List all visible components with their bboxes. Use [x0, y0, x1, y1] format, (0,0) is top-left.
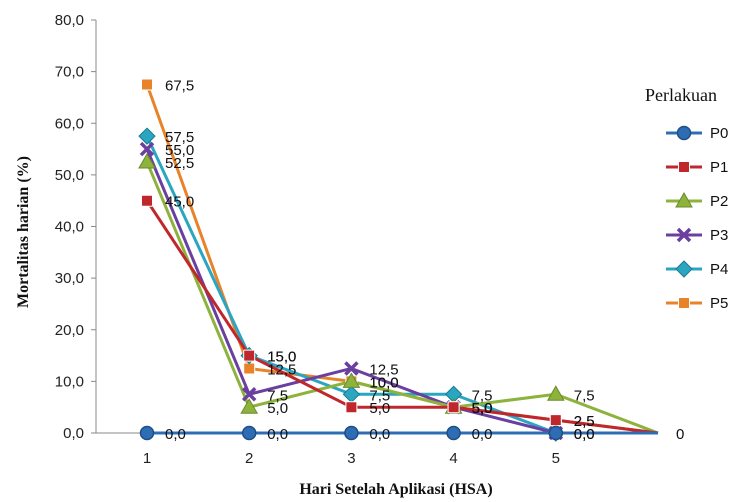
data-label-p1: 5,0 [369, 400, 390, 417]
x-tick-labels: 1 2 3 4 5 [143, 450, 560, 467]
y-tick-labels: 0,0 10,0 20,0 30,0 40,0 50,0 60,0 70,0 80,0 [55, 12, 84, 442]
data-label-p3: 12,5 [369, 361, 398, 378]
data-label-p0: 0,0 [369, 426, 390, 443]
y-tick-label: 80,0 [55, 12, 84, 29]
data-label-p3: 0,0 [574, 426, 595, 443]
data-point-p2 [546, 385, 565, 401]
data-label-p2: 5,0 [267, 400, 288, 417]
y-axis-title: Mortalitas harian (%) [15, 156, 32, 308]
data-label-p0: 0 [676, 426, 684, 443]
data-point-p4 [138, 127, 156, 145]
data-point-p0 [548, 425, 564, 441]
y-tick-label: 60,0 [55, 115, 84, 132]
y-tick-label: 50,0 [55, 167, 84, 184]
data-label-p1: 45,0 [165, 194, 194, 211]
series-markers [138, 78, 565, 442]
data-point-p0 [344, 425, 359, 441]
y-tick-label: 0,0 [63, 425, 84, 442]
series-lines [145, 84, 659, 435]
data-label-p5: 2,5 [574, 413, 595, 430]
data-label-p1: 2,5 [574, 413, 595, 430]
data-label-p0: 0,0 [574, 426, 595, 443]
data-labels: 67,512,510,05,02,557,515,07,5 7,555,07,51… [165, 78, 684, 443]
legend-marker-p1 [678, 161, 690, 173]
data-label-p4: 7,5 [472, 387, 493, 404]
data-label-p5: 5,0 [472, 400, 493, 417]
legend-marker-p5 [678, 297, 690, 309]
data-point-p5 [141, 78, 153, 91]
data-point-p2 [138, 152, 156, 169]
data-label-p1: 5,0 [472, 400, 493, 417]
data-label-p5: 67,5 [165, 78, 194, 95]
data-point-p1 [141, 194, 153, 207]
y-tick-label: 20,0 [55, 322, 84, 339]
y-tick-label: 70,0 [55, 64, 84, 81]
data-label-p3: 55,0 [165, 142, 194, 159]
legend-marker-p0 [676, 125, 692, 141]
data-point-p5 [243, 362, 256, 375]
data-point-p1 [447, 401, 460, 414]
x-tick-label: 4 [449, 450, 457, 467]
data-point-p0 [446, 425, 461, 441]
x-axis-title: Hari Setelah Aplikasi (HSA) [299, 481, 492, 498]
data-label-p0: 0,0 [165, 426, 186, 443]
data-label-p1: 15,0 [267, 349, 296, 366]
series-line-p5 [145, 84, 659, 435]
series-line-p2 [145, 161, 659, 435]
data-point-p2 [342, 372, 361, 388]
data-label-p4: 15,0 [267, 349, 296, 366]
data-label-p3: 5,0 [472, 400, 493, 417]
x-tick-label: 2 [245, 450, 253, 467]
data-label-p5: 12,5 [267, 361, 296, 378]
data-label-p0: 0,0 [267, 426, 288, 443]
legend-marker-p4 [675, 260, 693, 278]
data-point-p3 [241, 387, 257, 402]
data-label-p5: 10,0 [369, 374, 398, 391]
x-tick-label: 1 [143, 450, 151, 467]
y-tick-label: 10,0 [55, 373, 84, 390]
legend-label-p3: P3 [710, 227, 728, 244]
data-point-p0 [139, 425, 155, 441]
data-point-p1 [345, 401, 358, 414]
data-point-p1 [549, 414, 562, 427]
data-point-p3 [139, 141, 155, 157]
data-label-p2: 10,0 [369, 374, 398, 391]
legend-marker-p3 [676, 227, 692, 243]
legend-label-p2: P2 [710, 193, 728, 210]
data-point-p2 [240, 398, 259, 414]
legend-marker-p2 [675, 191, 693, 208]
data-label-p3: 7,5 [267, 387, 288, 404]
data-point-p3 [344, 361, 359, 376]
y-tick-label: 40,0 [55, 219, 84, 236]
series-line-p1 [145, 199, 659, 435]
data-point-p4 [342, 385, 361, 403]
legend-label-p4: P4 [710, 261, 728, 278]
data-point-p0 [241, 425, 257, 441]
data-label-p4: 7,5 [369, 387, 390, 404]
x-tick-label: 3 [347, 450, 355, 467]
legend-label-p5: P5 [710, 295, 728, 312]
data-label-p2: 52,5 [165, 155, 194, 172]
data-point-p1 [243, 349, 256, 362]
legend-title: Perlakuan [645, 85, 717, 105]
y-tick-label: 30,0 [55, 270, 84, 287]
legend-label-p0: P0 [710, 125, 728, 142]
data-label-p4: 57,5 [165, 129, 194, 146]
data-label-p2: 7,5 [574, 387, 595, 404]
data-label-p2: 5,0 [472, 400, 493, 417]
data-label-p0: 0,0 [472, 426, 493, 443]
legend: P0 P1 P2 P3 P4 P5 [666, 125, 728, 312]
x-tick-label: 5 [552, 450, 560, 467]
legend-label-p1: P1 [710, 159, 728, 176]
